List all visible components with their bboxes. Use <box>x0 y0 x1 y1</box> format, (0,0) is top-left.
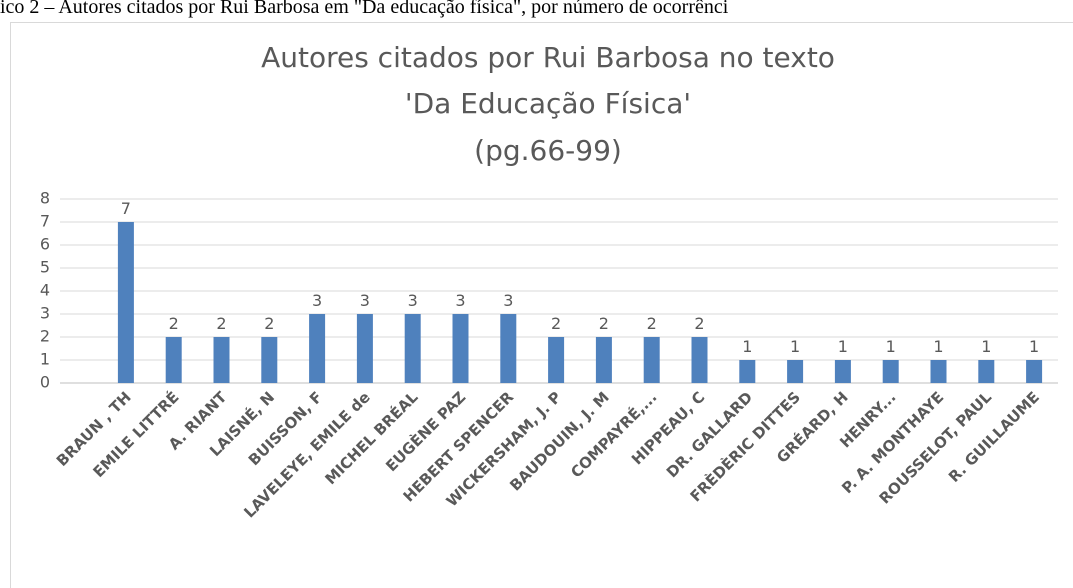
y-tick-label: 0 <box>40 373 50 392</box>
bar <box>500 314 517 383</box>
bar <box>1026 360 1043 383</box>
bar <box>404 314 421 383</box>
chart-title: (pg.66-99) <box>474 134 622 167</box>
x-tick-label: R. GUILLAUME <box>945 388 1043 486</box>
bar <box>452 314 469 383</box>
data-label: 3 <box>312 291 322 310</box>
bar <box>739 360 756 383</box>
data-label: 1 <box>886 337 896 356</box>
bar <box>787 360 804 383</box>
x-tick-label: DR. GALLARD <box>663 388 756 481</box>
data-label: 7 <box>121 199 131 218</box>
bar <box>691 337 708 383</box>
data-label: 1 <box>742 337 752 356</box>
data-label: 3 <box>360 291 370 310</box>
y-tick-label: 7 <box>40 212 50 231</box>
data-label: 1 <box>933 337 943 356</box>
data-label: 2 <box>169 314 179 333</box>
bar <box>213 337 230 383</box>
bar <box>595 337 612 383</box>
data-label: 1 <box>981 337 991 356</box>
bar <box>261 337 278 383</box>
bar <box>643 337 660 383</box>
data-label: 3 <box>455 291 465 310</box>
data-label: 2 <box>694 314 704 333</box>
data-label: 1 <box>1029 337 1039 356</box>
data-label: 2 <box>264 314 274 333</box>
bar <box>309 314 326 383</box>
bar <box>978 360 995 383</box>
data-label: 2 <box>599 314 609 333</box>
data-label: 2 <box>216 314 226 333</box>
y-tick-label: 3 <box>40 304 50 323</box>
data-label: 3 <box>503 291 513 310</box>
bar <box>548 337 565 383</box>
y-tick-label: 2 <box>40 327 50 346</box>
data-label: 1 <box>790 337 800 356</box>
chart-title: Autores citados por Rui Barbosa no texto <box>261 41 835 74</box>
bar <box>356 314 373 383</box>
x-tick-label: COMPAYRÉ,... <box>567 387 661 481</box>
data-label: 2 <box>551 314 561 333</box>
x-tick-label: EMILE LITTRÉ <box>89 387 183 481</box>
bar <box>117 222 134 383</box>
y-tick-label: 6 <box>40 235 50 254</box>
chart-title: 'Da Educação Física' <box>405 87 691 120</box>
chart-border <box>10 22 1073 588</box>
bar <box>930 360 947 383</box>
y-tick-label: 1 <box>40 350 50 369</box>
y-tick-label: 8 <box>40 189 50 208</box>
y-tick-label: 5 <box>40 258 50 277</box>
data-label: 2 <box>647 314 657 333</box>
bar <box>882 360 899 383</box>
bar <box>834 360 851 383</box>
data-label: 3 <box>408 291 418 310</box>
y-tick-label: 4 <box>40 281 50 300</box>
caption: ico 2 – Autores citados por Rui Barbosa … <box>0 0 729 18</box>
x-tick-label: EUGÈNE PAZ <box>382 387 470 475</box>
bar <box>165 337 182 383</box>
data-label: 1 <box>838 337 848 356</box>
